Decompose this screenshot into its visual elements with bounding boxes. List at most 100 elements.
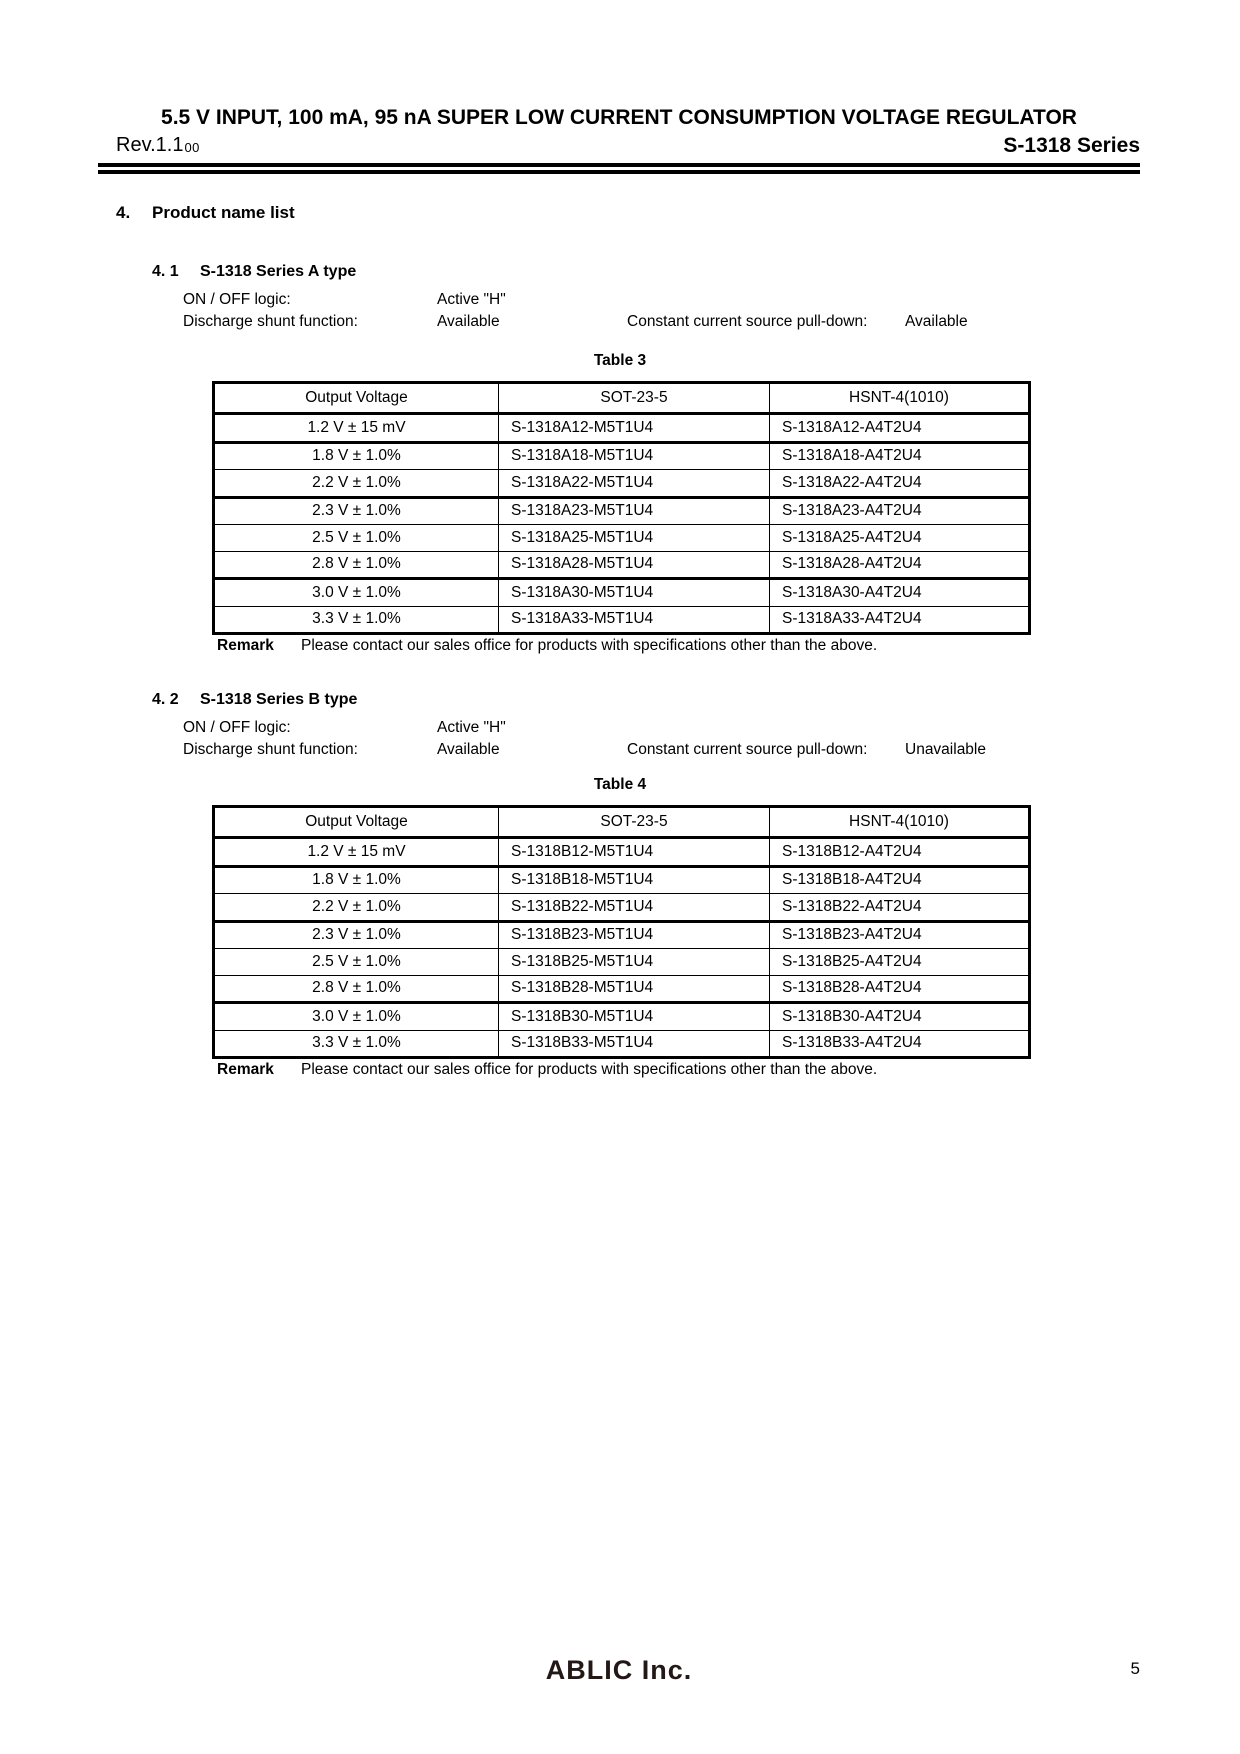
table-cell: S-1318A33-A4T2U4 [769,605,1030,634]
spec-value: Unavailable [905,741,986,758]
spec-label: Constant current source pull-down: [627,313,868,330]
table-cell: 3.0 V ± 1.0% [213,578,499,607]
table-cell: S-1318B30-M5T1U4 [498,1002,770,1031]
remark: Remark Please contact our sales office f… [217,637,1157,655]
spec-value: Active "H" [437,719,506,736]
column-header: Output Voltage [213,806,499,839]
spec-line: Discharge shunt function: Available Cons… [183,313,1163,333]
table-row: 2.5 V ± 1.0% S-1318B25-M5T1U4 S-1318B25-A4… [213,948,1030,976]
revision-label: Rev.1.100 [116,134,200,157]
table-row: 2.2 V ± 1.0% S-1318B22-M5T1U4 S-1318B22-A4… [213,893,1030,923]
table-cell: 2.2 V ± 1.0% [213,469,499,499]
table-cell: S-1318A25-M5T1U4 [498,524,770,552]
table-cell: S-1318A23-M5T1U4 [498,496,770,525]
table-cell: S-1318B23-M5T1U4 [498,920,770,949]
subsection-title: S-1318 Series B type [200,691,358,708]
company-logo: ABLIC Inc. [545,1655,693,1685]
table-caption: Table 4 [593,776,647,793]
section-title: Product name list [152,203,295,222]
table-cell: 2.8 V ± 1.0% [213,974,499,1004]
table-cell: S-1318B12-A4T2U4 [769,837,1030,868]
table-cell: 2.5 V ± 1.0% [213,524,499,552]
spec-value: Available [437,313,500,330]
table-row: 1.2 V ± 15 mV S-1318B12-M5T1U4 S-1318B12-A… [213,837,1030,868]
remark-label: Remark [217,1061,274,1078]
table-row: 2.8 V ± 1.0% S-1318A28-M5T1U4 S-1318A28-A4… [213,550,1030,580]
subsection-heading-b: 4. 2 S-1318 Series B type [152,691,357,709]
column-header: HSNT-4(1010) [769,806,1030,839]
revision-suffix: 00 [184,140,200,155]
revision-line: Rev.1.100 S-1318 Series [98,134,1140,160]
table-row: 2.5 V ± 1.0% S-1318A25-M5T1U4 S-1318A25-A4… [213,524,1030,552]
table-row: 3.3 V ± 1.0% S-1318A33-M5T1U4 S-1318A33-A4… [213,605,1030,634]
remark-label: Remark [217,637,274,654]
table-row: 2.2 V ± 1.0% S-1318A22-M5T1U4 S-1318A22-A4… [213,469,1030,499]
table-cell: S-1318B18-A4T2U4 [769,865,1030,894]
table-row: 2.8 V ± 1.0% S-1318B28-M5T1U4 S-1318B28-A4… [213,974,1030,1004]
table-cell: 1.2 V ± 15 mV [213,413,499,444]
remark-text: Please contact our sales office for prod… [301,637,878,654]
section-heading: 4. Product name list [116,203,295,223]
spec-label: ON / OFF logic: [183,719,291,736]
table-row: 3.0 V ± 1.0% S-1318B30-M5T1U4 S-1318B30-A4… [213,1002,1030,1031]
remark: Remark Please contact our sales office f… [217,1061,1157,1079]
table-row: 3.0 V ± 1.0% S-1318A30-M5T1U4 S-1318A30-A4… [213,578,1030,607]
subsection-number: 4. 2 [152,691,179,708]
table-cell: 3.0 V ± 1.0% [213,1002,499,1031]
table-cell: S-1318B33-M5T1U4 [498,1029,770,1058]
rule-bar [98,170,1140,174]
revision-number: Rev.1.1 [116,134,184,156]
column-header: SOT-23-5 [498,382,770,415]
table-cell: S-1318B30-A4T2U4 [769,1002,1030,1031]
product-table-b: Output Voltage SOT-23-5 HSNT-4(1010) 1.2… [212,805,1031,1059]
table-cell: S-1318B18-M5T1U4 [498,865,770,894]
table-cell: S-1318A22-A4T2U4 [769,469,1030,499]
series-name: S-1318 Series [1003,134,1140,157]
table-caption: Table 3 [593,352,647,369]
table-cell: S-1318A30-M5T1U4 [498,578,770,607]
table-cell: 1.2 V ± 15 mV [213,837,499,868]
table-row: 3.3 V ± 1.0% S-1318B33-M5T1U4 S-1318B33-A4… [213,1029,1030,1058]
table-cell: S-1318B33-A4T2U4 [769,1029,1030,1058]
column-header: HSNT-4(1010) [769,382,1030,415]
table-cell: S-1318A25-A4T2U4 [769,524,1030,552]
table-cell: 2.8 V ± 1.0% [213,550,499,580]
column-header: Output Voltage [213,382,499,415]
spec-label: Discharge shunt function: [183,741,358,758]
spec-value: Active "H" [437,291,506,308]
spec-line: ON / OFF logic: Active "H" [183,291,1163,311]
table-cell: 1.8 V ± 1.0% [213,865,499,894]
table-cell: S-1318A28-M5T1U4 [498,550,770,580]
subsection-title: S-1318 Series A type [200,263,357,280]
table-cell: S-1318A23-A4T2U4 [769,496,1030,525]
table-header-row: Output Voltage SOT-23-5 HSNT-4(1010) [213,806,1030,839]
table-row: 1.8 V ± 1.0% S-1318A18-M5T1U4 S-1318A18-A4… [213,441,1030,470]
table-row: 1.8 V ± 1.0% S-1318B18-M5T1U4 S-1318B18-A4… [213,865,1030,894]
table-cell: 2.2 V ± 1.0% [213,893,499,923]
table-cell: S-1318B28-M5T1U4 [498,974,770,1004]
spec-value: Available [905,313,968,330]
spec-line: Discharge shunt function: Available Cons… [183,741,1163,761]
table-cell: S-1318A30-A4T2U4 [769,578,1030,607]
spec-label: ON / OFF logic: [183,291,291,308]
table-row: 2.3 V ± 1.0% S-1318A23-M5T1U4 S-1318A23-A4… [213,496,1030,525]
table-cell: S-1318B25-M5T1U4 [498,948,770,976]
header-double-rule [98,163,1140,174]
spec-label: Constant current source pull-down: [627,741,868,758]
column-header: SOT-23-5 [498,806,770,839]
table-cell: S-1318B22-A4T2U4 [769,893,1030,923]
table-row: 2.3 V ± 1.0% S-1318B23-M5T1U4 S-1318B23-A4… [213,920,1030,949]
table-cell: S-1318B25-A4T2U4 [769,948,1030,976]
page-number: 5 [1130,1659,1140,1678]
document-title: 5.5 V INPUT, 100 mA, 95 nA SUPER LOW CUR… [161,106,1077,129]
remark-text: Please contact our sales office for prod… [301,1061,878,1078]
table-cell: 3.3 V ± 1.0% [213,605,499,634]
table-cell: S-1318B28-A4T2U4 [769,974,1030,1004]
table-cell: 3.3 V ± 1.0% [213,1029,499,1058]
table-cell: S-1318B12-M5T1U4 [498,837,770,868]
spec-line: ON / OFF logic: Active "H" [183,719,1163,739]
table-cell: S-1318B23-A4T2U4 [769,920,1030,949]
table-cell: S-1318B22-M5T1U4 [498,893,770,923]
table-header-row: Output Voltage SOT-23-5 HSNT-4(1010) [213,382,1030,415]
